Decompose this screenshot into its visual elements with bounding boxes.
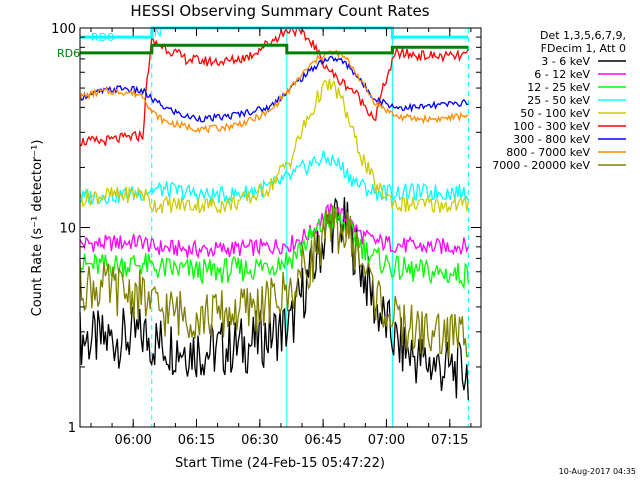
x-axis-label: Start Time (24-Feb-15 05:47:22) bbox=[175, 456, 385, 471]
timestamp: 10-Aug-2017 04:35 bbox=[559, 467, 636, 476]
legend-label-800-7000-kev: 800 - 7000 keV bbox=[506, 146, 590, 159]
series-line-3-6-kev bbox=[79, 197, 469, 400]
series-line-100-300-kev bbox=[79, 27, 469, 147]
legend-label-7000-20000-kev: 7000 - 20000 keV bbox=[492, 159, 590, 172]
series-line-6-12-kev bbox=[79, 203, 469, 259]
markers: N bbox=[154, 26, 162, 39]
legend-label-50-100-kev: 50 - 100 keV bbox=[520, 107, 590, 120]
overlay-lines: RD6 RD0 bbox=[57, 26, 469, 60]
legend-label-300-800-kev: 300 - 800 keV bbox=[513, 133, 590, 146]
overlay-line-rd0 bbox=[80, 26, 469, 39]
chart-title: HESSI Observing Summary Count Rates bbox=[130, 2, 429, 20]
y-axis-ticks: 1 10 100 bbox=[51, 22, 481, 436]
x-tick-label-07-15: 07:15 bbox=[431, 433, 468, 448]
series-line-300-800-kev bbox=[79, 55, 469, 123]
legend-label-6-12-kev: 6 - 12 keV bbox=[534, 68, 590, 81]
y-tick-label-1: 1 bbox=[68, 421, 76, 436]
series-line-50-100-kev bbox=[79, 78, 469, 215]
overlay-line-rd6 bbox=[80, 43, 469, 55]
series-line-800-7000-kev bbox=[79, 49, 469, 134]
legend-label-12-25-kev: 12 - 25 keV bbox=[527, 81, 590, 94]
x-tick-label-06-00: 06:00 bbox=[114, 433, 151, 448]
y-axis-label: Count Rate (s⁻¹ detector⁻¹) bbox=[30, 140, 45, 317]
x-axis-ticks: 06:00 06:15 06:30 06:45 07:00 07:15 bbox=[90, 28, 472, 448]
series-line-25-50-kev bbox=[79, 150, 469, 205]
vertical-lines bbox=[79, 28, 469, 427]
x-tick-label-06-15: 06:15 bbox=[178, 433, 215, 448]
x-tick-label-06-45: 06:45 bbox=[304, 433, 341, 448]
y-tick-label-100: 100 bbox=[51, 22, 76, 37]
legend-label-25-50-kev: 25 - 50 keV bbox=[527, 94, 590, 107]
overlay-label-rd0: RD0 bbox=[91, 31, 114, 44]
plot-lines bbox=[79, 27, 469, 400]
legend: Det 1,3,5,6,7,9, FDecim 1, Att 0 3 - 6 k… bbox=[492, 29, 626, 172]
series-line-12-25-kev bbox=[79, 206, 469, 291]
overlay-label-rd6: RD6 bbox=[57, 47, 80, 60]
legend-label-100-300-kev: 100 - 300 keV bbox=[513, 120, 590, 133]
plot-frame bbox=[79, 27, 482, 428]
x-tick-label-06-30: 06:30 bbox=[241, 433, 278, 448]
legend-header-line-2: FDecim 1, Att 0 bbox=[541, 42, 626, 55]
y-tick-label-10: 10 bbox=[59, 222, 76, 237]
legend-label-3-6-kev: 3 - 6 keV bbox=[541, 55, 590, 68]
x-tick-label-07-00: 07:00 bbox=[368, 433, 405, 448]
series-line-7000-20000-kev bbox=[79, 205, 469, 359]
marker-label-1: N bbox=[154, 26, 162, 39]
legend-header-line-1: Det 1,3,5,6,7,9, bbox=[540, 29, 626, 42]
